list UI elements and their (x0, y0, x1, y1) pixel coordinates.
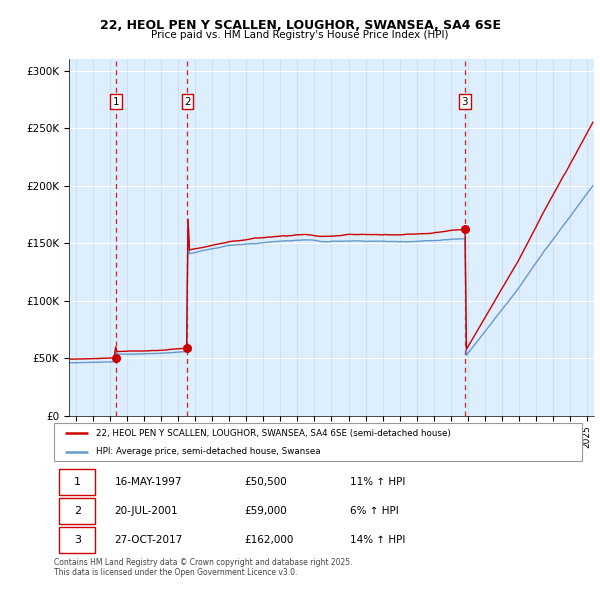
Text: HPI: Average price, semi-detached house, Swansea: HPI: Average price, semi-detached house,… (96, 447, 321, 456)
Text: 3: 3 (461, 97, 468, 107)
FancyBboxPatch shape (59, 498, 95, 524)
Text: Contains HM Land Registry data © Crown copyright and database right 2025.
This d: Contains HM Land Registry data © Crown c… (54, 558, 353, 577)
FancyBboxPatch shape (59, 469, 95, 495)
Text: 6% ↑ HPI: 6% ↑ HPI (350, 506, 398, 516)
Text: 3: 3 (74, 535, 81, 545)
Text: 22, HEOL PEN Y SCALLEN, LOUGHOR, SWANSEA, SA4 6SE (semi-detached house): 22, HEOL PEN Y SCALLEN, LOUGHOR, SWANSEA… (96, 429, 451, 438)
Text: 11% ↑ HPI: 11% ↑ HPI (350, 477, 405, 487)
Text: Price paid vs. HM Land Registry's House Price Index (HPI): Price paid vs. HM Land Registry's House … (151, 30, 449, 40)
Text: £59,000: £59,000 (244, 506, 287, 516)
Text: 2: 2 (184, 97, 191, 107)
Text: 1: 1 (74, 477, 81, 487)
FancyBboxPatch shape (59, 527, 95, 553)
Text: 1: 1 (113, 97, 119, 107)
Text: 14% ↑ HPI: 14% ↑ HPI (350, 535, 405, 545)
Text: 22, HEOL PEN Y SCALLEN, LOUGHOR, SWANSEA, SA4 6SE: 22, HEOL PEN Y SCALLEN, LOUGHOR, SWANSEA… (100, 19, 500, 32)
Text: £50,500: £50,500 (244, 477, 287, 487)
Text: 20-JUL-2001: 20-JUL-2001 (115, 506, 178, 516)
Text: £162,000: £162,000 (244, 535, 293, 545)
Text: 16-MAY-1997: 16-MAY-1997 (115, 477, 182, 487)
FancyBboxPatch shape (54, 423, 582, 461)
Text: 2: 2 (74, 506, 81, 516)
Text: 27-OCT-2017: 27-OCT-2017 (115, 535, 183, 545)
